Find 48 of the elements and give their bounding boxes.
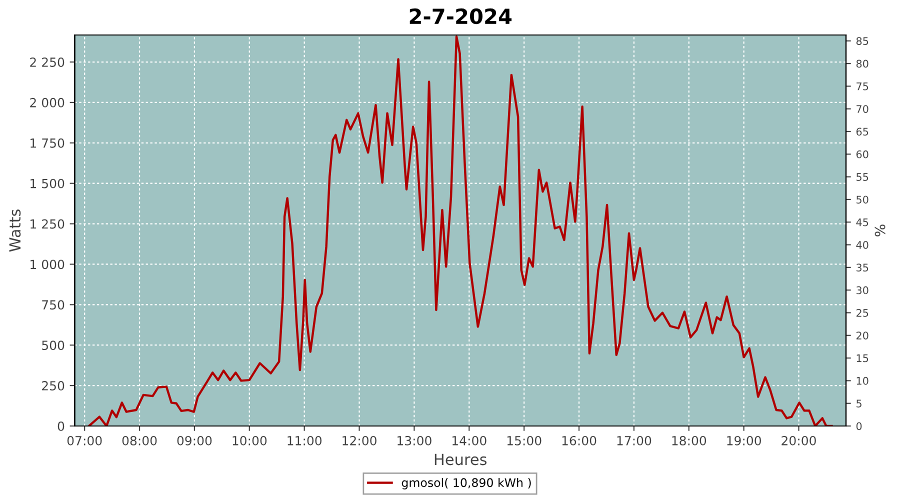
x-tick-label: 18:00 bbox=[672, 436, 706, 446]
legend-label: gmosol( 10,890 kWh ) bbox=[402, 478, 531, 490]
y-tick-label: 2 000 bbox=[30, 98, 64, 108]
y-tick-label: 750 bbox=[42, 300, 64, 310]
x-tick-label: 17:00 bbox=[617, 436, 652, 446]
y2-tick-label: 20 bbox=[856, 332, 868, 340]
y2-tick-label: 60 bbox=[856, 150, 868, 158]
y2-tick-label: 35 bbox=[856, 264, 868, 272]
y-tick-label: 0 bbox=[58, 421, 64, 431]
x-tick-label: 11:00 bbox=[288, 436, 322, 446]
y2-tick-label: 40 bbox=[856, 241, 868, 249]
x-tick-label: 20:00 bbox=[782, 436, 816, 446]
x-tick-label: 12:00 bbox=[342, 436, 376, 446]
chart-title: 2-7-2024 bbox=[410, 8, 512, 24]
y2-tick-label: 15 bbox=[856, 354, 868, 362]
y2-tick-label: 65 bbox=[856, 128, 868, 136]
y2-tick-label: 25 bbox=[856, 308, 868, 317]
y2-tick-label: 45 bbox=[856, 218, 868, 226]
x-tick-label: 09:00 bbox=[177, 436, 212, 446]
y2-tick-label: 55 bbox=[856, 173, 868, 181]
y2-tick-label: 85 bbox=[856, 37, 868, 45]
line-series bbox=[88, 36, 833, 426]
y2-tick-label: 5 bbox=[856, 400, 862, 408]
x-tick-label: 16:00 bbox=[562, 436, 596, 446]
y2-axis-title: % bbox=[874, 224, 886, 236]
x-tick-label: 08:00 bbox=[122, 436, 157, 446]
x-tick-label: 10:00 bbox=[232, 436, 267, 446]
y-tick-label: 500 bbox=[42, 340, 64, 350]
y-tick-label: 1 250 bbox=[30, 219, 64, 229]
x-tick-label: 15:00 bbox=[507, 436, 542, 446]
y-tick-label: 1 750 bbox=[30, 138, 64, 148]
x-tick-label: 19:00 bbox=[727, 436, 761, 446]
y2-tick-label: 30 bbox=[856, 286, 868, 294]
y-axis-title: Watts bbox=[9, 210, 21, 252]
y2-tick-label: 0 bbox=[856, 422, 862, 430]
y2-tick-label: 10 bbox=[856, 376, 868, 385]
y-tick-label: 2 250 bbox=[30, 57, 64, 67]
y-tick-label: 1 000 bbox=[30, 260, 64, 270]
y-tick-label: 1 500 bbox=[30, 178, 64, 188]
x-tick-label: 14:00 bbox=[452, 436, 486, 446]
x-axis-title: Heures bbox=[434, 454, 487, 466]
y2-tick-label: 70 bbox=[856, 105, 868, 113]
y2-tick-label: 50 bbox=[856, 196, 868, 204]
y2-tick-label: 80 bbox=[856, 60, 868, 68]
y2-tick-label: 75 bbox=[856, 82, 868, 90]
x-tick-label: 13:00 bbox=[398, 436, 432, 446]
x-tick-label: 07:00 bbox=[67, 436, 102, 446]
y-tick-label: 250 bbox=[42, 381, 64, 390]
